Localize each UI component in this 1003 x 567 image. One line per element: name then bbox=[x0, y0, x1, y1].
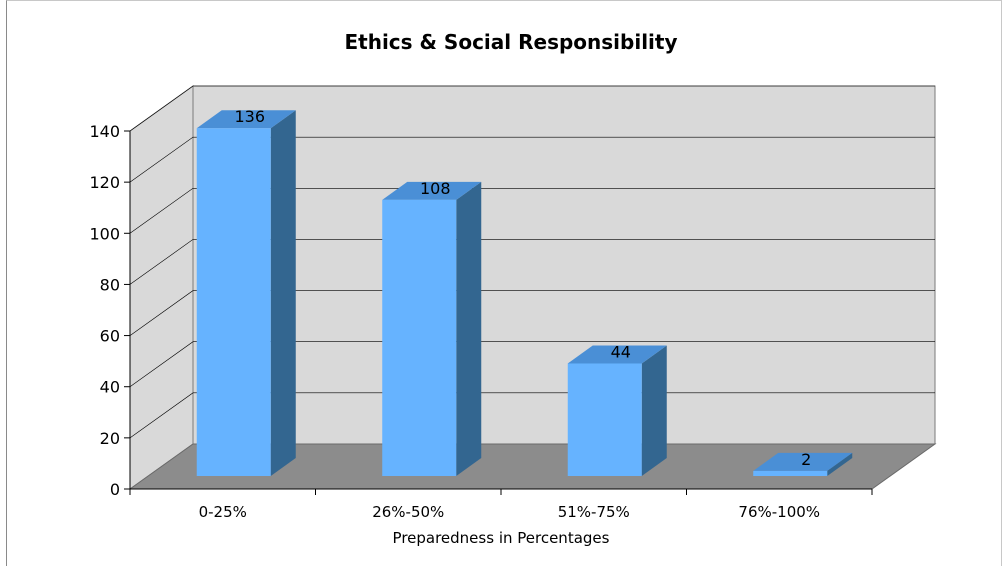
bar-top bbox=[382, 181, 482, 200]
data-label: 2 bbox=[801, 450, 811, 469]
back-wall bbox=[192, 85, 936, 445]
bar-side bbox=[456, 181, 482, 477]
bar-side bbox=[827, 452, 853, 476]
x-tick-label: 51%-75% bbox=[558, 503, 630, 521]
bar bbox=[382, 199, 457, 477]
y-tick-label: 120 bbox=[89, 173, 120, 192]
x-tick-label: 26%-50% bbox=[372, 503, 444, 521]
gridline bbox=[129, 85, 935, 132]
y-tick-label: 80 bbox=[100, 275, 120, 294]
bar bbox=[196, 128, 271, 476]
gridline bbox=[129, 341, 935, 387]
y-tick-label: 0 bbox=[110, 480, 120, 499]
gridline bbox=[129, 136, 935, 183]
x-axis-title: Preparedness in Percentages bbox=[393, 529, 610, 547]
bar bbox=[753, 470, 828, 476]
gridline bbox=[129, 187, 935, 234]
bar bbox=[567, 363, 642, 476]
y-tick-label: 20 bbox=[100, 429, 120, 448]
side-wall bbox=[129, 85, 194, 490]
chart-title: Ethics & Social Responsibility bbox=[344, 30, 677, 54]
data-label: 44 bbox=[611, 342, 631, 361]
data-label: 108 bbox=[420, 179, 451, 198]
y-tick-label: 140 bbox=[89, 122, 120, 141]
gridline bbox=[129, 239, 935, 285]
x-tick-label: 76%-100% bbox=[738, 503, 820, 521]
y-tick-label: 40 bbox=[100, 378, 120, 397]
gridline bbox=[129, 290, 935, 336]
y-tick-label: 60 bbox=[100, 327, 120, 346]
bar-side bbox=[641, 345, 667, 476]
bar-top bbox=[567, 345, 667, 364]
x-tick-label: 0-25% bbox=[199, 503, 247, 521]
gridline bbox=[129, 392, 935, 439]
y-tick-label: 100 bbox=[89, 224, 120, 243]
bar-side bbox=[270, 110, 296, 476]
bar-top bbox=[196, 110, 296, 129]
data-label: 136 bbox=[234, 107, 265, 126]
bar-top bbox=[753, 452, 853, 471]
